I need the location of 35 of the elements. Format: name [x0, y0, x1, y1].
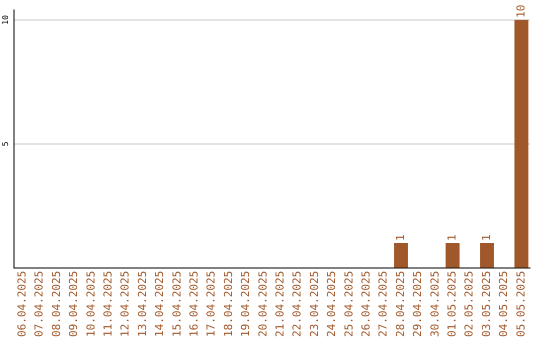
x-tick-label: 26.04.2025 — [359, 270, 372, 338]
data-label: 1 — [445, 234, 458, 241]
x-tick-label: 24.04.2025 — [325, 270, 338, 338]
x-tick-label: 10.04.2025 — [84, 270, 98, 338]
x-tick-label: 04.05.2025 — [497, 270, 510, 338]
x-tick-label: 01.05.2025 — [445, 270, 458, 338]
x-tick-label: 30.04.2025 — [428, 270, 442, 338]
x-tick-label: 13.04.2025 — [136, 270, 149, 338]
x-tick-label: 21.04.2025 — [273, 270, 286, 338]
y-tick-label: 5 — [1, 141, 10, 146]
x-tick-label: 22.04.2025 — [290, 270, 304, 338]
x-tick-label: 28.04.2025 — [394, 270, 407, 338]
x-tick-label: 08.04.2025 — [50, 270, 63, 338]
x-tick-label: 19.04.2025 — [239, 270, 252, 338]
x-tick-label: 29.04.2025 — [411, 270, 424, 338]
x-tick-label: 11.04.2025 — [101, 270, 114, 338]
x-tick-label: 02.05.2025 — [462, 270, 476, 338]
x-tick-label: 25.04.2025 — [342, 270, 356, 338]
x-tick-label: 18.04.2025 — [222, 270, 235, 338]
x-tick-label: 03.05.2025 — [480, 270, 493, 338]
x-tick-label: 12.04.2025 — [118, 270, 132, 338]
x-tick-label: 05.05.2025 — [514, 270, 528, 338]
data-label: 1 — [394, 234, 407, 241]
data-label: 10 — [514, 4, 528, 18]
x-tick-label: 15.04.2025 — [170, 270, 184, 338]
x-tick-label: 23.04.2025 — [308, 270, 321, 338]
x-tick-label: 16.04.2025 — [187, 270, 200, 338]
x-tick-label: 07.04.2025 — [32, 270, 46, 338]
x-tick-label: 17.04.2025 — [204, 270, 218, 338]
x-tick-label: 20.04.2025 — [256, 270, 270, 338]
x-tick-label: 06.04.2025 — [15, 270, 28, 338]
data-label: 1 — [480, 234, 493, 241]
x-tick-label: 27.04.2025 — [376, 270, 390, 338]
x-tick-label: 09.04.2025 — [67, 270, 80, 338]
x-tick-label: 14.04.2025 — [153, 270, 166, 338]
